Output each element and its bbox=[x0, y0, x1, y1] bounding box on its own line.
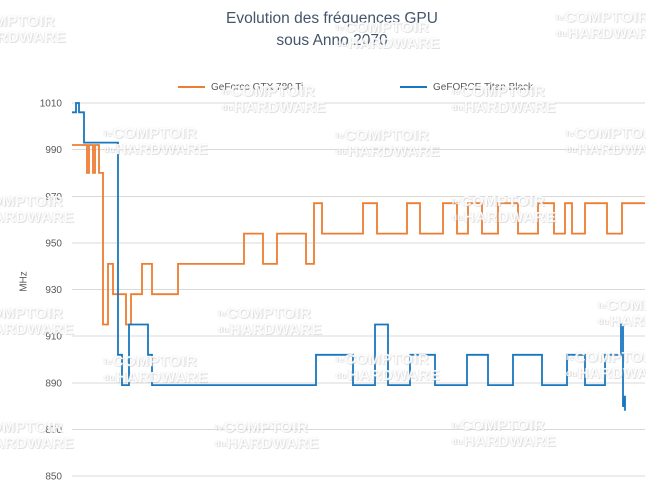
y-tick-label-930: 930 bbox=[45, 285, 62, 296]
legend-label-gtx-780-ti: GeForce GTX 780 Ti bbox=[211, 81, 304, 93]
chart-title-line2: sous Anno 2070 bbox=[276, 32, 388, 49]
legend-line-swatch-blue bbox=[400, 86, 427, 88]
legend-label-titan-black: GeFORCE Titan Black bbox=[433, 81, 534, 93]
y-tick-label-1010: 1010 bbox=[40, 99, 63, 110]
y-tick-label-870: 870 bbox=[45, 425, 62, 436]
series-line-gtx-780-ti bbox=[72, 144, 645, 326]
legend-item-titan-black: GeFORCE Titan Black bbox=[400, 80, 533, 94]
y-tick-label-970: 970 bbox=[45, 192, 62, 203]
chart-title: Evolution des fréquences GPU sous Anno 2… bbox=[12, 8, 646, 52]
y-tick-label-910: 910 bbox=[45, 332, 62, 343]
legend-line-swatch-orange bbox=[178, 86, 205, 88]
y-tick-label-950: 950 bbox=[45, 238, 62, 249]
y-tick-label-850: 850 bbox=[45, 472, 62, 483]
legend-item-gtx-780-ti: GeForce GTX 780 Ti bbox=[178, 80, 303, 94]
y-tick-label-990: 990 bbox=[45, 145, 62, 156]
chart-title-line1: Evolution des fréquences GPU bbox=[226, 10, 438, 27]
series-line-titan-black bbox=[72, 102, 626, 411]
legend: GeForce GTX 780 Ti GeFORCE Titan Black bbox=[0, 80, 646, 96]
y-tick-label-890: 890 bbox=[45, 378, 62, 389]
